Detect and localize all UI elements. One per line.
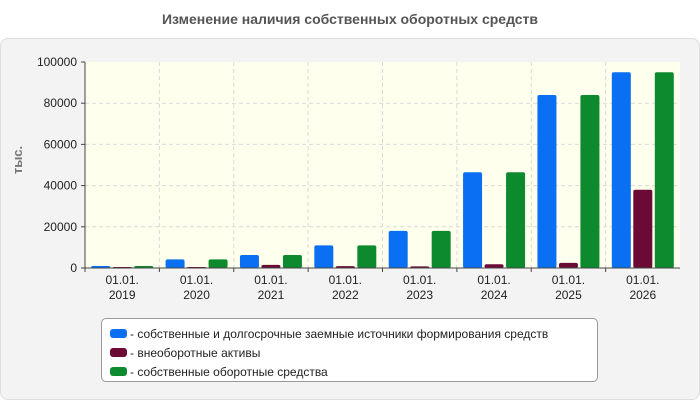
legend-item: - внеоборотные активы: [110, 343, 597, 362]
bar: [506, 172, 526, 268]
x-tick-label: 01.01.: [626, 273, 659, 287]
bar: [463, 172, 483, 268]
bar: [388, 230, 408, 268]
x-tick-label: 2019: [109, 288, 136, 302]
bar: [654, 72, 674, 268]
y-tick-label: 60000: [44, 137, 78, 151]
legend: - собственные и долгосрочные заемные ист…: [101, 318, 598, 382]
bar: [261, 264, 281, 268]
legend-label: - внеоборотные активы: [130, 345, 261, 360]
x-tick-label: 01.01.: [477, 273, 510, 287]
legend-swatch: [110, 348, 127, 357]
legend-label: - собственные и долгосрочные заемные ист…: [130, 326, 549, 341]
x-tick-label: 2020: [183, 288, 210, 302]
y-tick-label: 0: [70, 261, 77, 275]
x-tick-label: 01.01.: [403, 273, 436, 287]
x-tick-label: 2025: [555, 288, 582, 302]
bar: [314, 245, 334, 268]
x-tick-label: 2021: [258, 288, 285, 302]
bar: [282, 255, 302, 268]
x-tick-label: 01.01.: [552, 273, 585, 287]
x-tick-label: 2026: [629, 288, 656, 302]
bar: [357, 245, 377, 268]
bar: [239, 255, 259, 268]
x-tick-label: 2022: [332, 288, 359, 302]
bar: [165, 259, 185, 268]
y-tick-label: 80000: [44, 96, 78, 110]
legend-item: - собственные оборотные средства: [110, 362, 597, 381]
legend-label: - собственные оборотные средства: [130, 364, 328, 379]
bar: [91, 265, 111, 268]
bar: [633, 189, 653, 268]
y-tick-label: 20000: [44, 220, 78, 234]
x-tick-label: 01.01.: [254, 273, 287, 287]
legend-swatch: [110, 329, 127, 338]
x-tick-label: 01.01.: [329, 273, 362, 287]
x-tick-label: 01.01.: [106, 273, 139, 287]
y-axis-label: тыс.: [10, 146, 25, 174]
bar: [431, 230, 451, 268]
x-tick-label: 2024: [481, 288, 508, 302]
bar: [134, 265, 154, 268]
y-tick-label: 40000: [44, 179, 78, 193]
x-tick-label: 2023: [406, 288, 433, 302]
bar: [537, 94, 557, 269]
x-tick-label: 01.01.: [180, 273, 213, 287]
y-tick-label: 100000: [37, 55, 77, 69]
legend-swatch: [110, 367, 127, 376]
bar: [208, 259, 228, 268]
chart-title: Изменение наличия собственных оборотных …: [161, 11, 539, 27]
legend-item: - собственные и долгосрочные заемные ист…: [110, 324, 597, 343]
bar: [611, 72, 631, 268]
bar: [484, 264, 504, 268]
bar: [580, 94, 600, 269]
bar: [558, 262, 578, 268]
